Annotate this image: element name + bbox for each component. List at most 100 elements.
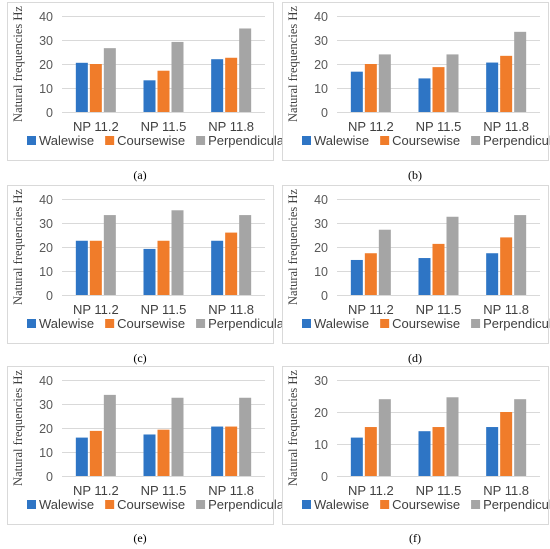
legend-swatch-perpendicular [471, 136, 481, 145]
legend-swatch-walewise [27, 500, 36, 509]
y-tick-label: 10 [39, 446, 53, 460]
y-tick-label: 30 [314, 34, 328, 48]
legend-swatch-coursewise [380, 319, 390, 328]
bar-coursewise [157, 240, 170, 295]
bar-perpendicular [103, 48, 116, 112]
legend-label: Walewise [314, 497, 369, 512]
bar-walewise [486, 427, 499, 476]
y-axis-label: Natural frequencies Hz [11, 370, 25, 486]
bar-walewise [143, 80, 156, 112]
bar-perpendicular [378, 399, 391, 476]
y-tick-label: 0 [321, 106, 328, 120]
bar-perpendicular [378, 229, 391, 295]
bar-perpendicular [514, 399, 527, 476]
bar-coursewise [432, 67, 445, 112]
legend-label: Coursewise [117, 497, 185, 512]
bar-coursewise [157, 70, 170, 112]
legend-label: Coursewise [117, 316, 185, 331]
legend-label: Walewise [39, 133, 94, 148]
bar-coursewise [89, 240, 102, 295]
panel-caption: (f) [409, 531, 421, 545]
x-category-label: NP 11.8 [483, 119, 529, 134]
chart-panel-c: 0 10 20 30 40 Natural frequencies Hz NP 11.2 NP… [7, 185, 289, 344]
y-tick-label: 0 [46, 470, 53, 484]
legend-label: Perpendicular [483, 133, 550, 148]
x-category-label: NP 11.2 [73, 119, 119, 134]
bar-coursewise [89, 64, 102, 112]
bar-walewise [75, 240, 88, 295]
x-category-label: NP 11.8 [483, 483, 529, 498]
bar-perpendicular [103, 394, 116, 476]
legend-label: Perpendicular [483, 316, 550, 331]
legend-label: Walewise [39, 316, 94, 331]
bar-walewise [418, 431, 431, 476]
legend-swatch-perpendicular [471, 500, 481, 509]
legend-label: Perpendicular [208, 497, 289, 512]
x-category-label: NP 11.5 [141, 483, 187, 498]
bar-perpendicular [171, 210, 184, 295]
bar-perpendicular [446, 54, 459, 112]
bar-perpendicular [378, 54, 391, 112]
x-category-label: NP 11.2 [348, 119, 394, 134]
x-category-label: NP 11.8 [208, 483, 254, 498]
legend-swatch-perpendicular [196, 500, 206, 509]
panel-caption: (a) [133, 168, 146, 182]
bar-coursewise [500, 237, 513, 295]
x-category-label: NP 11.5 [416, 483, 462, 498]
bar-perpendicular [514, 31, 527, 113]
y-tick-label: 10 [39, 82, 53, 96]
legend-label: Perpendicular [483, 497, 550, 512]
bar-walewise [211, 426, 224, 476]
bar-walewise [350, 259, 363, 295]
panel-caption: (e) [133, 531, 146, 545]
y-tick-label: 0 [46, 106, 53, 120]
x-category-label: NP 11.5 [141, 119, 187, 134]
legend-label: Walewise [39, 497, 94, 512]
chart-panel-a: 0 10 20 30 40 Natural frequencies Hz NP 11.2 NP… [7, 2, 289, 161]
y-tick-label: 10 [314, 265, 328, 279]
x-category-label: NP 11.2 [348, 483, 394, 498]
y-tick-label: 20 [39, 58, 53, 72]
bar-coursewise [89, 430, 102, 476]
panel-caption: (d) [408, 351, 422, 365]
legend-label: Coursewise [392, 316, 460, 331]
x-category-label: NP 11.2 [73, 302, 119, 317]
legend-label: Walewise [314, 133, 369, 148]
legend-label: Coursewise [392, 133, 460, 148]
x-category-label: NP 11.5 [416, 302, 462, 317]
y-tick-label: 30 [314, 217, 328, 231]
legend-swatch-perpendicular [196, 136, 206, 145]
y-tick-label: 30 [39, 34, 53, 48]
legend-label: Coursewise [117, 133, 185, 148]
y-tick-label: 10 [39, 265, 53, 279]
legend-swatch-walewise [27, 136, 36, 145]
x-category-label: NP 11.8 [208, 302, 254, 317]
x-category-label: NP 11.5 [416, 119, 462, 134]
bar-walewise [418, 78, 431, 112]
y-tick-label: 40 [314, 10, 328, 24]
y-axis-label: Natural frequencies Hz [11, 189, 25, 305]
y-tick-label: 30 [39, 217, 53, 231]
y-tick-label: 20 [314, 406, 328, 420]
bar-perpendicular [103, 215, 116, 295]
bar-walewise [211, 59, 224, 112]
x-category-label: NP 11.5 [141, 302, 187, 317]
legend-swatch-coursewise [105, 319, 115, 328]
y-tick-label: 20 [39, 422, 53, 436]
y-tick-label: 10 [314, 82, 328, 96]
y-tick-label: 20 [39, 241, 53, 255]
y-tick-label: 30 [39, 398, 53, 412]
y-tick-label: 0 [321, 470, 328, 484]
bar-coursewise [432, 427, 445, 476]
y-tick-label: 40 [314, 193, 328, 207]
legend-swatch-perpendicular [471, 319, 481, 328]
panel-caption: (b) [408, 168, 422, 182]
bar-perpendicular [239, 397, 252, 476]
y-tick-label: 40 [39, 193, 53, 207]
bar-coursewise [225, 232, 238, 295]
legend-swatch-walewise [27, 319, 36, 328]
y-tick-label: 40 [39, 10, 53, 24]
legend-label: Perpendicular [208, 133, 289, 148]
legend-swatch-coursewise [380, 500, 390, 509]
